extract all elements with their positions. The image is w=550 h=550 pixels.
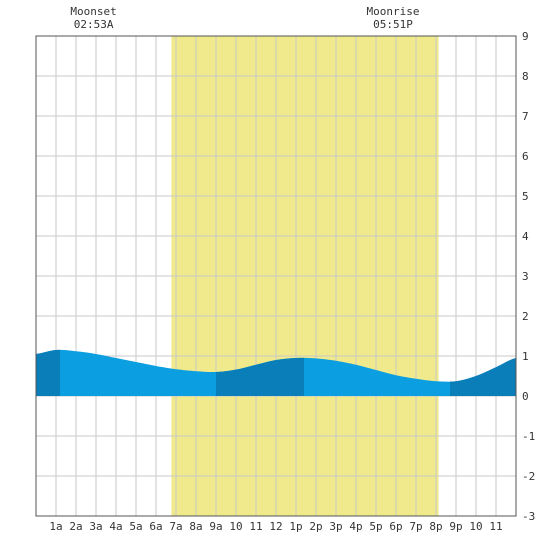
plot-border	[35, 35, 517, 517]
x-tick-label: 5p	[369, 520, 382, 533]
x-tick-label: 1p	[289, 520, 302, 533]
x-tick-label: 6p	[389, 520, 402, 533]
moon-event-time: 02:53A	[74, 18, 114, 31]
x-tick-label: 4p	[349, 520, 362, 533]
tide-area-dark-band	[450, 358, 516, 396]
y-tick-label: 7	[522, 110, 529, 123]
y-tick-label: 9	[522, 30, 529, 43]
y-tick-label: 5	[522, 190, 529, 203]
y-tick-label: 2	[522, 310, 529, 323]
x-tick-label: 9a	[209, 520, 222, 533]
tide-area	[36, 349, 516, 396]
tide-area-dark-band	[216, 357, 304, 396]
x-tick-label: 10	[469, 520, 482, 533]
moon-event-label: Moonset	[70, 5, 116, 18]
y-tick-label: 3	[522, 270, 529, 283]
moon-event-label: Moonrise	[367, 5, 420, 18]
x-tick-label: 3p	[329, 520, 342, 533]
y-tick-label: -3	[522, 510, 535, 523]
y-axis-ticks: 9 8 7 6 5 4 3 2 1 0 -1 -2 -3	[522, 30, 535, 523]
y-tick-label: 4	[522, 230, 529, 243]
grid	[36, 35, 516, 517]
tide-area-dark-band	[36, 349, 60, 396]
y-tick-label: -2	[522, 470, 535, 483]
plot-frame	[35, 35, 517, 517]
x-tick-label: 10	[229, 520, 242, 533]
y-tick-label: -1	[522, 430, 535, 443]
x-tick-label: 6a	[149, 520, 162, 533]
x-tick-label: 7p	[409, 520, 422, 533]
x-tick-label: 3a	[89, 520, 102, 533]
x-tick-label: 4a	[109, 520, 122, 533]
x-tick-label: 12	[269, 520, 282, 533]
x-tick-label: 1a	[49, 520, 62, 533]
y-tick-label: 8	[522, 70, 529, 83]
x-tick-label: 8p	[429, 520, 442, 533]
y-tick-label: 0	[522, 390, 529, 403]
x-tick-label: 5a	[129, 520, 142, 533]
y-tick-label: 1	[522, 350, 529, 363]
x-tick-label: 9p	[449, 520, 462, 533]
x-tick-label: 8a	[189, 520, 202, 533]
moon-event-time: 05:51P	[373, 18, 413, 31]
x-tick-label: 11	[489, 520, 502, 533]
x-tick-label: 2p	[309, 520, 322, 533]
x-tick-label: 7a	[169, 520, 182, 533]
x-tick-label: 11	[249, 520, 262, 533]
x-tick-label: 2a	[69, 520, 82, 533]
y-tick-label: 6	[522, 150, 529, 163]
x-axis-ticks: 1a 2a 3a 4a 5a 6a 7a 8a 9a 10 11 12 1p 2p 3p 4p 5p 6p 7p 8p…	[49, 520, 502, 533]
